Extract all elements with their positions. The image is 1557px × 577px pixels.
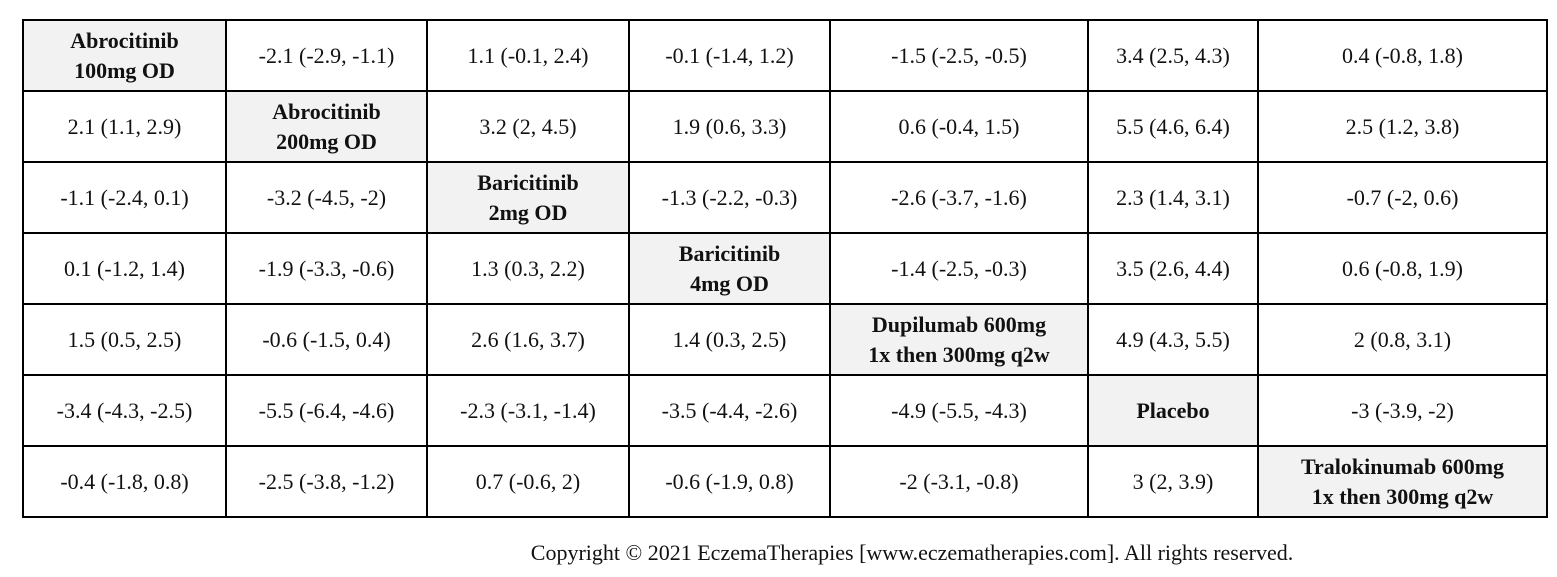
treatment-cell: Baricitinib 2mg OD [426, 161, 630, 234]
comparison-cell: 2.5 (1.2, 3.8) [1257, 90, 1548, 163]
treatment-cell: Tralokinumab 600mg 1x then 300mg q2w [1257, 445, 1548, 518]
treatment-cell: Baricitinib 4mg OD [628, 232, 831, 305]
comparison-cell: -5.5 (-6.4, -4.6) [225, 374, 428, 447]
comparison-cell: 0.6 (-0.4, 1.5) [829, 90, 1089, 163]
comparison-cell: 0.6 (-0.8, 1.9) [1257, 232, 1548, 305]
comparison-cell: -1.1 (-2.4, 0.1) [22, 161, 227, 234]
treatment-cell: Abrocitinib 100mg OD [22, 19, 227, 92]
comparison-cell: -4.9 (-5.5, -4.3) [829, 374, 1089, 447]
comparison-cell: 1.1 (-0.1, 2.4) [426, 19, 630, 92]
table-row: -1.1 (-2.4, 0.1) -3.2 (-4.5, -2) Baricitin… [22, 161, 1548, 234]
table-body: Abrocitinib 100mg OD -2.1 (-2.9, -1.1) 1.1… [22, 19, 1548, 518]
table-row: 1.5 (0.5, 2.5) -0.6 (-1.5, 0.4) 2.6 (1.6, … [22, 303, 1548, 376]
comparison-cell: 2.6 (1.6, 3.7) [426, 303, 630, 376]
comparison-cell: 1.3 (0.3, 2.2) [426, 232, 630, 305]
table-row: -0.4 (-1.8, 0.8) -2.5 (-3.8, -1.2) 0.7 (-0… [22, 445, 1548, 518]
comparison-cell: 3.5 (2.6, 4.4) [1087, 232, 1259, 305]
comparison-cell: -0.6 (-1.9, 0.8) [628, 445, 831, 518]
comparison-cell: -1.4 (-2.5, -0.3) [829, 232, 1089, 305]
comparison-cell: -2.3 (-3.1, -1.4) [426, 374, 630, 447]
comparison-cell: 2.3 (1.4, 3.1) [1087, 161, 1259, 234]
comparison-cell: 1.9 (0.6, 3.3) [628, 90, 831, 163]
comparison-cell: 1.5 (0.5, 2.5) [22, 303, 227, 376]
comparison-cell: 0.1 (-1.2, 1.4) [22, 232, 227, 305]
comparison-cell: -0.6 (-1.5, 0.4) [225, 303, 428, 376]
comparison-cell: -0.4 (-1.8, 0.8) [22, 445, 227, 518]
table-row: 2.1 (1.1, 2.9) Abrocitinib 200mg OD 3.2 (2… [22, 90, 1548, 163]
comparison-cell: -3.4 (-4.3, -2.5) [22, 374, 227, 447]
comparison-cell: -0.7 (-2, 0.6) [1257, 161, 1548, 234]
comparison-cell: 0.7 (-0.6, 2) [426, 445, 630, 518]
comparison-cell: 5.5 (4.6, 6.4) [1087, 90, 1259, 163]
league-table: Abrocitinib 100mg OD -2.1 (-2.9, -1.1) 1.1… [22, 19, 1548, 518]
comparison-cell: 2.1 (1.1, 2.9) [22, 90, 227, 163]
table-row: 0.1 (-1.2, 1.4) -1.9 (-3.3, -0.6) 1.3 (0.3… [22, 232, 1548, 305]
comparison-cell: 3.4 (2.5, 4.3) [1087, 19, 1259, 92]
comparison-cell: -2 (-3.1, -0.8) [829, 445, 1089, 518]
copyright: Copyright © 2021 EczemaTherapies [www.ec… [530, 540, 1294, 565]
comparison-cell: -1.3 (-2.2, -0.3) [628, 161, 831, 234]
comparison-cell: -2.5 (-3.8, -1.2) [225, 445, 428, 518]
table-row: -3.4 (-4.3, -2.5) -5.5 (-6.4, -4.6) -2.3 (… [22, 374, 1548, 447]
comparison-cell: 4.9 (4.3, 5.5) [1087, 303, 1259, 376]
comparison-cell: 1.4 (0.3, 2.5) [628, 303, 831, 376]
comparison-cell: 2 (0.8, 3.1) [1257, 303, 1548, 376]
treatment-cell: Abrocitinib 200mg OD [225, 90, 428, 163]
table-row: Abrocitinib 100mg OD -2.1 (-2.9, -1.1) 1.1… [22, 19, 1548, 92]
comparison-cell: -3.2 (-4.5, -2) [225, 161, 428, 234]
comparison-cell: 3 (2, 3.9) [1087, 445, 1259, 518]
comparison-cell: -3 (-3.9, -2) [1257, 374, 1548, 447]
comparison-cell: -1.5 (-2.5, -0.5) [829, 19, 1089, 92]
comparison-cell: 3.2 (2, 4.5) [426, 90, 630, 163]
comparison-cell: -1.9 (-3.3, -0.6) [225, 232, 428, 305]
comparison-cell: 0.4 (-0.8, 1.8) [1257, 19, 1548, 92]
comparison-cell: -2.6 (-3.7, -1.6) [829, 161, 1089, 234]
treatment-cell: Placebo [1087, 374, 1259, 447]
treatment-cell: Dupilumab 600mg 1x then 300mg q2w [829, 303, 1089, 376]
comparison-cell: -2.1 (-2.9, -1.1) [225, 19, 428, 92]
comparison-cell: -0.1 (-1.4, 1.2) [628, 19, 831, 92]
comparison-cell: -3.5 (-4.4, -2.6) [628, 374, 831, 447]
